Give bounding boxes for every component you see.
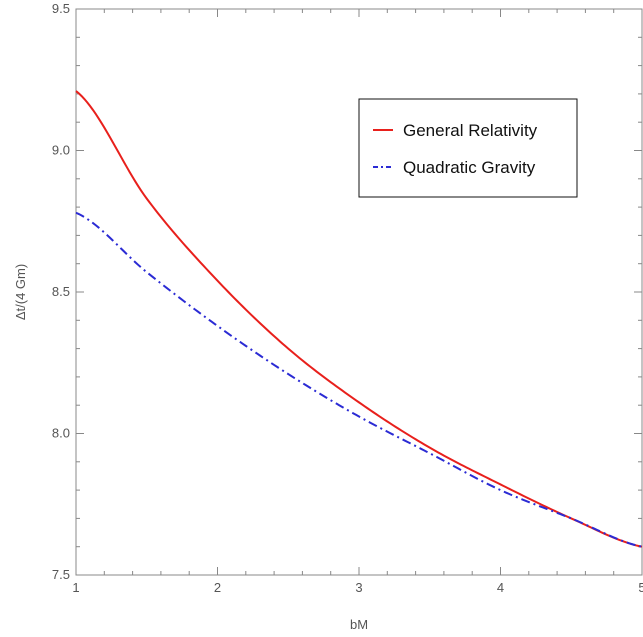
y-tick-label: 8.5 — [52, 284, 70, 299]
y-tick-label: 9.0 — [52, 143, 70, 158]
plot-border — [75, 8, 643, 576]
legend-box — [358, 98, 578, 198]
x-tick-label: 3 — [355, 580, 362, 595]
legend-label-quadratic-gravity: Quadratic Gravity — [403, 158, 536, 177]
y-tick-label: 7.5 — [52, 567, 70, 582]
y-tick-label: 8.0 — [52, 426, 70, 441]
axis-ticks — [75, 8, 643, 576]
y-tick-label: 9.5 — [52, 1, 70, 16]
plot-frame — [75, 8, 643, 576]
x-tick-label: 1 — [72, 580, 79, 595]
x-tick-label: 4 — [497, 580, 504, 595]
legend: General Relativity Quadratic Gravity — [358, 98, 578, 198]
y-tick-labels: 7.5 8.0 8.5 9.0 9.5 — [52, 1, 70, 582]
legend-label-general-relativity: General Relativity — [403, 121, 538, 140]
x-axis-label: bM — [350, 617, 368, 632]
x-tick-label: 5 — [638, 580, 643, 595]
x-tick-labels: 1 2 3 4 5 — [72, 580, 643, 595]
series-line-0 — [75, 90, 643, 548]
x-tick-label: 2 — [214, 580, 221, 595]
series-line-1 — [75, 211, 643, 548]
y-axis-label: Δt/(4 Gm) — [13, 264, 28, 320]
series-lines — [75, 90, 643, 548]
